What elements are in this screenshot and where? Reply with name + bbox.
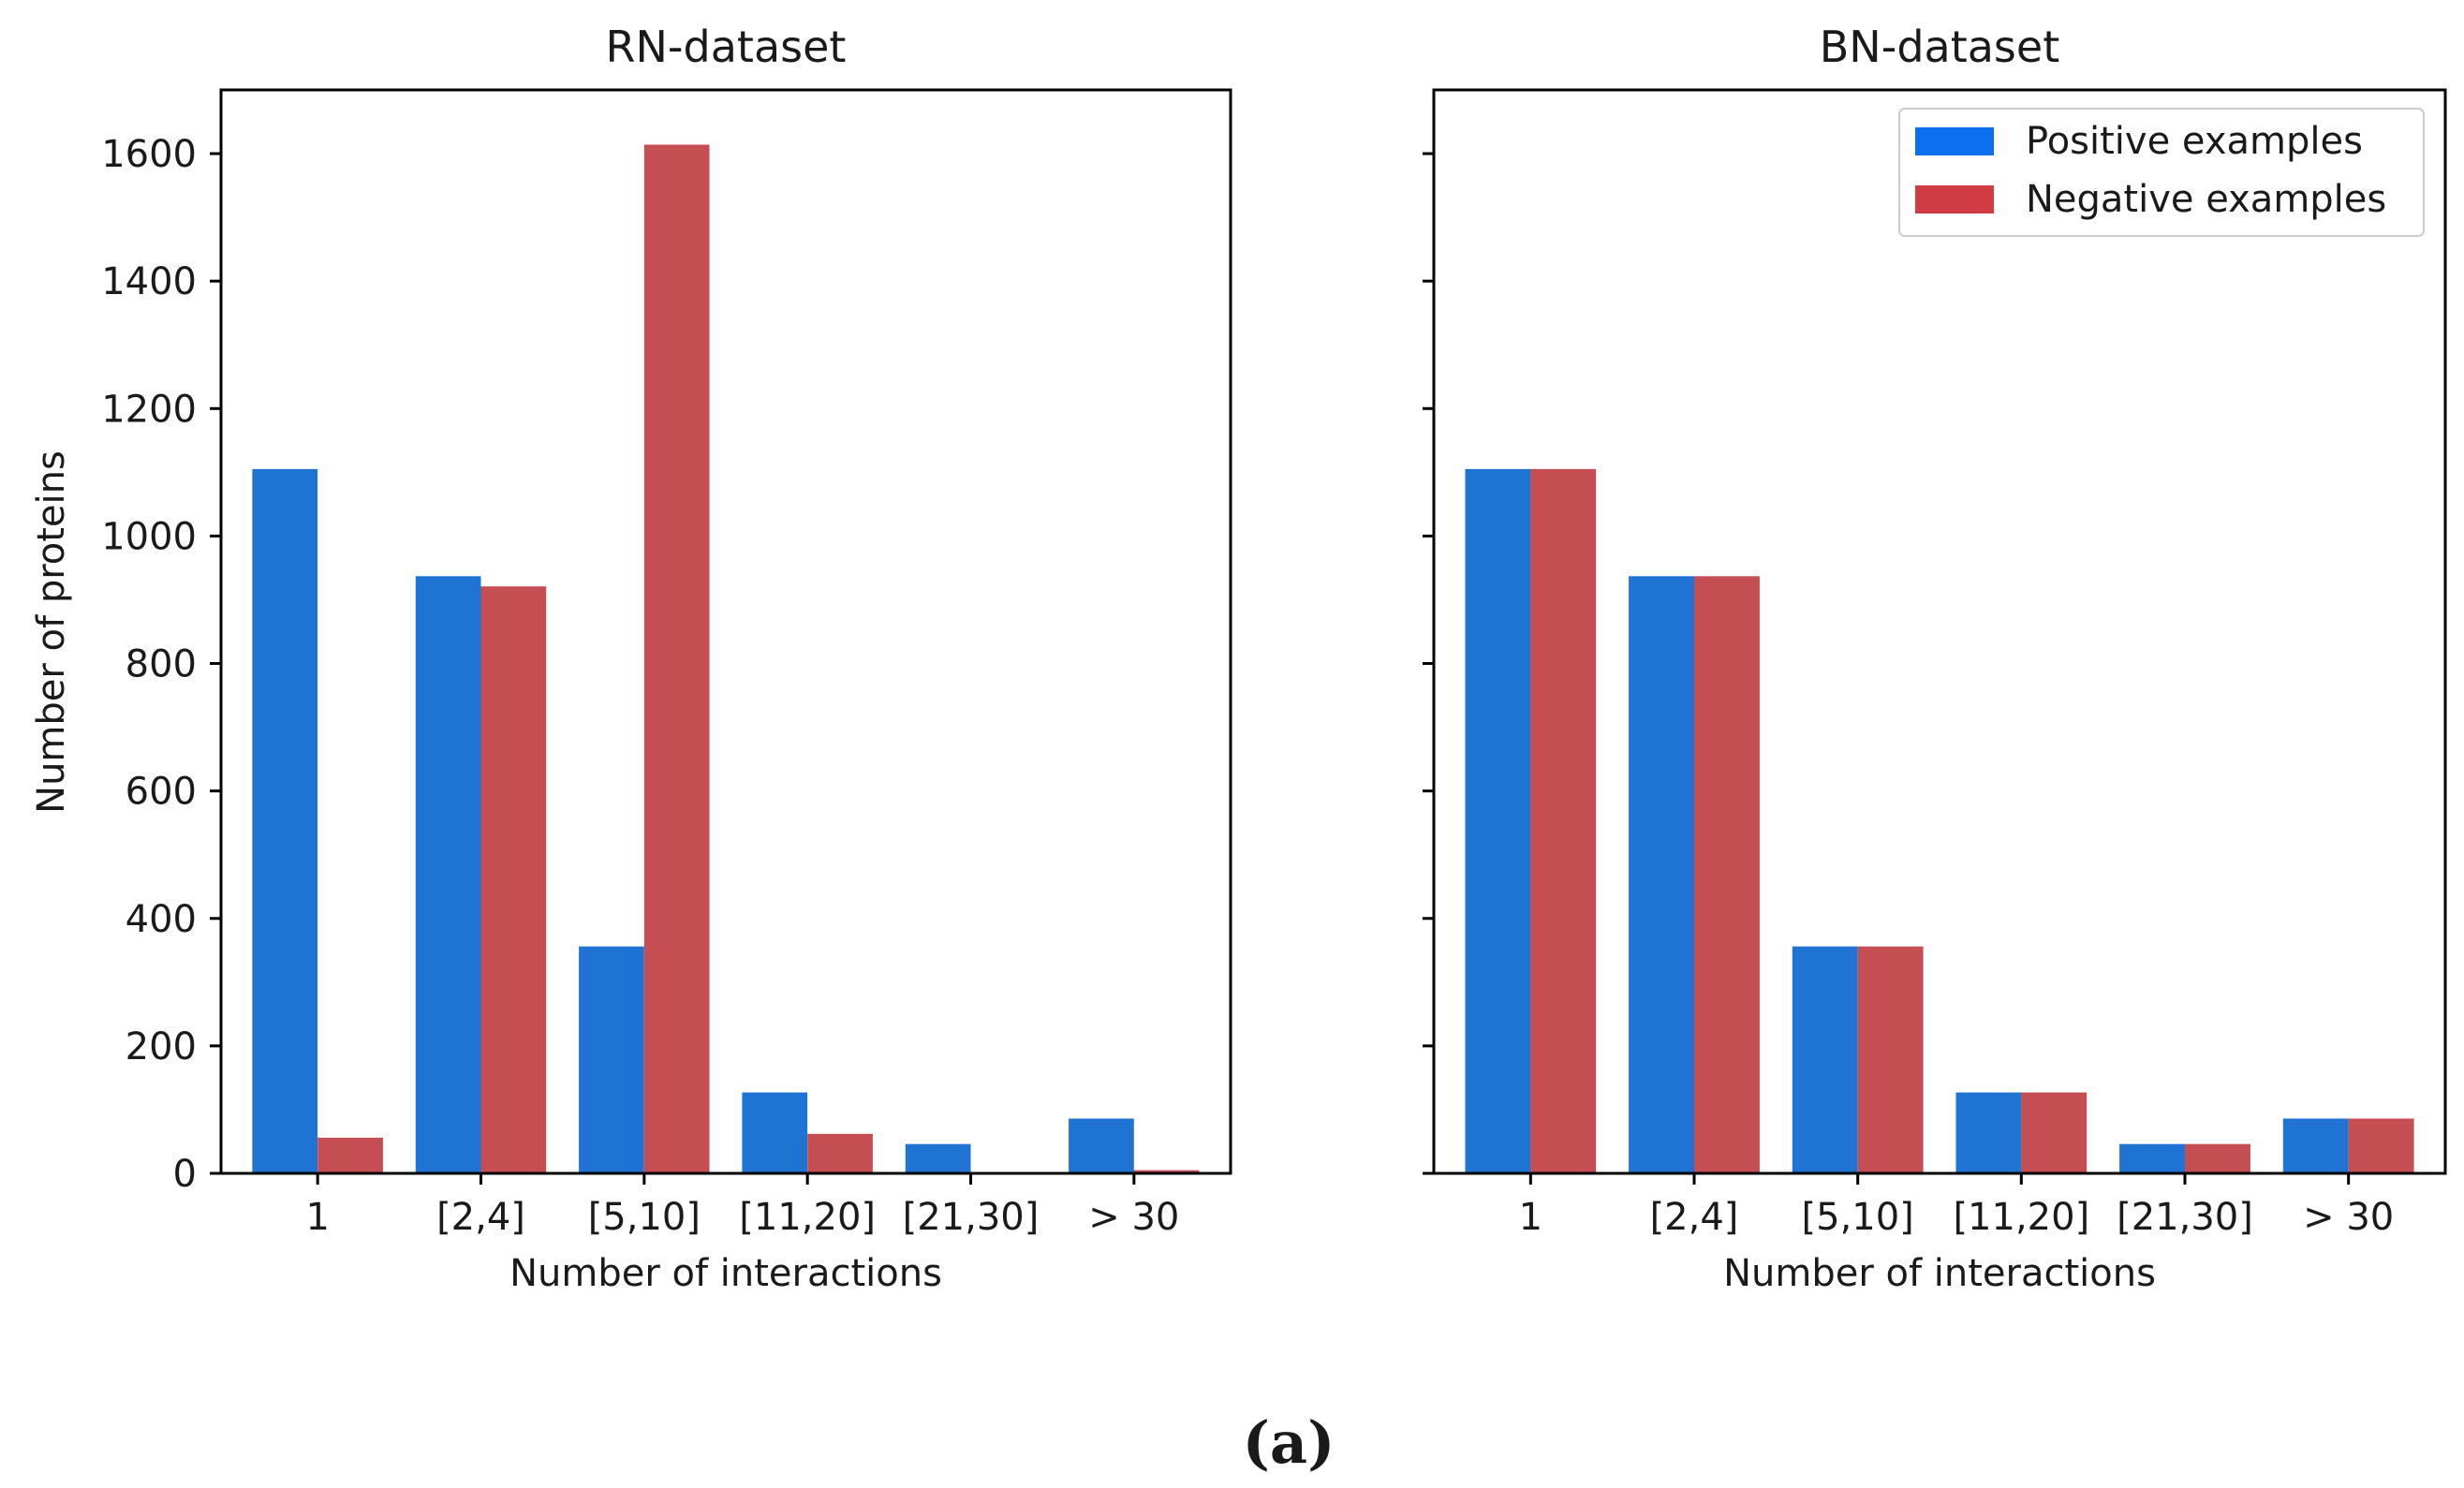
bar-negative-4	[2185, 1143, 2250, 1173]
bar-positive-5	[2282, 1118, 2349, 1173]
y-tick-label: 1400	[101, 260, 197, 303]
legend-swatch-positive	[1915, 127, 1994, 155]
x-tick-label: [5,10]	[1802, 1196, 1914, 1239]
bar-positive-5	[1069, 1118, 1134, 1173]
x-axis-label: Number of interactions	[509, 1252, 942, 1295]
chart-title: BN-dataset	[1820, 22, 2059, 72]
bar-positive-0	[252, 468, 318, 1173]
x-tick-label: [2,4]	[436, 1196, 525, 1239]
chart-title: RN-dataset	[606, 22, 847, 72]
legend-label-positive: Positive examples	[2026, 120, 2363, 163]
panel-rn-dataset: RN-dataset 0 200 400 600 800 1000 1200 1400 1600…	[30, 22, 1232, 1295]
y-axis-ticks	[1423, 152, 1434, 1175]
x-tick-label: 1	[1519, 1196, 1542, 1239]
bar-negative-3	[807, 1133, 873, 1173]
bar-negative-2	[643, 144, 710, 1173]
bar-group	[1465, 468, 2414, 1173]
bar-negative-1	[1694, 576, 1760, 1173]
bar-positive-4	[2119, 1143, 2185, 1173]
bar-negative-5	[2348, 1118, 2414, 1173]
bar-negative-1	[480, 586, 547, 1173]
x-tick-label: [21,30]	[2117, 1196, 2253, 1239]
bar-negative-5	[1133, 1170, 1200, 1173]
y-tick-label: 600	[125, 771, 197, 814]
x-tick-label: [11,20]	[739, 1196, 876, 1239]
y-tick-label: 0	[173, 1153, 197, 1196]
bar-negative-0	[1530, 468, 1597, 1173]
x-axis-ticks: 1 [2,4] [5,10] [11,20] [21,30] > 30	[1519, 1173, 2394, 1239]
bar-group	[252, 144, 1200, 1173]
legend-label-negative: Negative examples	[2026, 178, 2386, 221]
x-axis-label: Number of interactions	[1723, 1252, 2156, 1295]
bar-positive-3	[1955, 1092, 2022, 1173]
y-tick-label: 200	[125, 1025, 197, 1068]
bar-positive-1	[415, 576, 481, 1173]
panel-bn-dataset: BN-dataset 1 [2,4] [5,10] [11,20] [21,30] > 3…	[1423, 22, 2447, 1295]
legend: Positive examples Negative examples	[1898, 108, 2425, 237]
y-axis-ticks: 0 200 400 600 800 1000 1200 1400 1600	[101, 133, 221, 1196]
bar-positive-3	[742, 1092, 808, 1173]
plot-frame	[219, 88, 1232, 1175]
legend-swatch-negative	[1915, 185, 1994, 214]
x-tick-label: 1	[305, 1196, 329, 1239]
bar-positive-2	[1792, 946, 1858, 1173]
bar-positive-2	[579, 946, 644, 1173]
x-tick-label: > 30	[2303, 1196, 2394, 1239]
plot-frame	[1432, 88, 2447, 1175]
y-tick-label: 800	[125, 643, 197, 686]
legend-box	[1898, 108, 2425, 237]
x-tick-label: [5,10]	[588, 1196, 701, 1239]
bar-negative-0	[317, 1137, 383, 1173]
x-axis-ticks: 1 [2,4] [5,10] [11,20] [21,30] > 30	[305, 1173, 1179, 1239]
x-tick-label: [11,20]	[1953, 1196, 2089, 1239]
y-tick-label: 1600	[101, 133, 197, 176]
y-tick-label: 400	[125, 898, 197, 941]
x-tick-label: [21,30]	[903, 1196, 1040, 1239]
y-tick-label: 1200	[101, 388, 197, 431]
bar-negative-2	[1857, 946, 1924, 1173]
bar-positive-0	[1465, 468, 1531, 1173]
figure-label: (a)	[1243, 1408, 1335, 1477]
x-tick-label: > 30	[1088, 1196, 1179, 1239]
y-tick-label: 1000	[101, 515, 197, 558]
bar-positive-1	[1629, 576, 1694, 1173]
y-axis-label: Number of proteins	[30, 450, 73, 814]
bar-negative-3	[2021, 1092, 2088, 1173]
x-tick-label: [2,4]	[1650, 1196, 1739, 1239]
bar-positive-4	[905, 1143, 971, 1173]
